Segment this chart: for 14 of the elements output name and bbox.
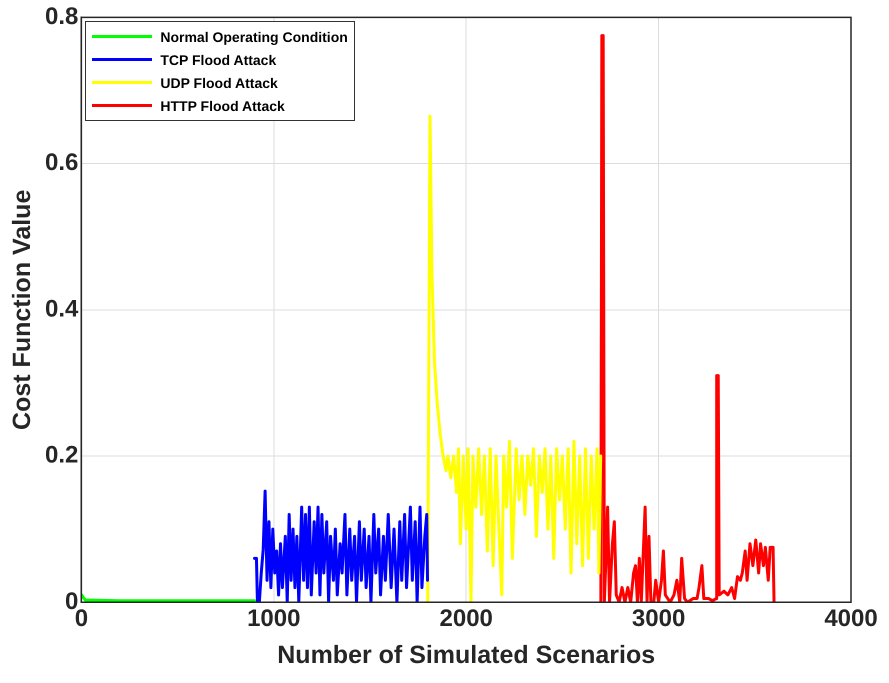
legend-label: Normal Operating Condition [160,28,348,45]
y-tick-label: 0.2 [44,442,78,469]
legend-label: UDP Flood Attack [160,74,278,91]
x-tick-label: 1000 [247,605,300,632]
x-tick-label: 3000 [632,605,686,632]
x-tick-label: 4000 [824,605,878,632]
y-axis-title: Cost Function Value [8,190,36,430]
legend-label: TCP Flood Attack [160,52,276,68]
y-tick-label: 0.6 [44,149,78,176]
y-tick-label: 0.8 [44,3,78,30]
x-tick-label: 2000 [439,605,493,632]
x-axis-title: Number of Simulated Scenarios [277,640,656,669]
y-tick-label: 0.4 [44,295,80,322]
legend-label: HTTP Flood Attack [160,98,285,114]
